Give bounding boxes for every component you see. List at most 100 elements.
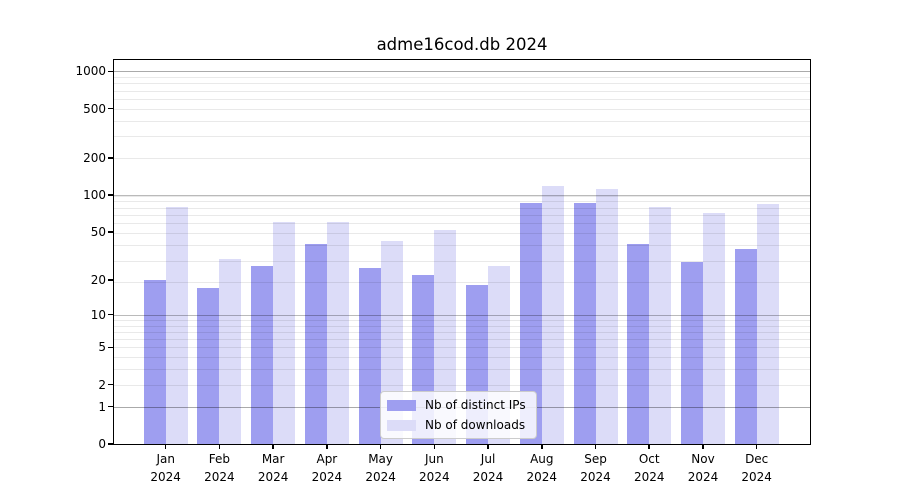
bar-distinct-ips-may [358, 268, 381, 444]
gridline-minor [114, 282, 810, 284]
bar-downloads-dec [756, 203, 779, 444]
bar-downloads-oct [649, 207, 672, 444]
gridline-minor [114, 136, 810, 138]
y-tick-mark [108, 107, 113, 110]
gridline-minor [114, 77, 810, 79]
y-tick-mark [108, 405, 113, 408]
x-tick-mark [379, 444, 382, 449]
x-tick-label-mar: Mar 2024 [257, 452, 289, 484]
x-tick-label-apr: Apr 2024 [311, 452, 343, 484]
gridline-minor [114, 339, 810, 340]
y-tick-label: 20 [90, 272, 106, 287]
gridline-minor [114, 207, 810, 209]
y-tick-label: 100 [83, 188, 106, 203]
y-tick-mark [108, 70, 113, 73]
gridline-minor [114, 214, 810, 216]
bar-distinct-ips-dec [734, 249, 757, 444]
gridline-minor [114, 319, 810, 321]
gridline-major [114, 71, 810, 73]
bar-distinct-ips-aug [519, 202, 542, 444]
gridline-minor [114, 71, 810, 73]
y-tick-mark [108, 346, 113, 349]
gridline-minor [114, 158, 810, 160]
x-tick-mark [433, 444, 436, 449]
x-tick-mark [326, 444, 328, 449]
bar-downloads-aug [541, 186, 564, 444]
y-tick-label: 200 [83, 150, 106, 165]
gridline-minor [114, 90, 810, 92]
y-tick-mark [108, 383, 113, 386]
bar-distinct-ips-mar [251, 266, 274, 444]
x-tick-label-dec: Dec 2024 [741, 452, 772, 484]
bar-distinct-ips-nov [680, 262, 703, 444]
gridline-minor [114, 108, 810, 110]
gridline-minor [114, 384, 810, 386]
bar-downloads-sep [595, 188, 618, 444]
x-tick-mark [648, 444, 650, 449]
legend-label-distinct-ips: Nb of distinct IPs [425, 398, 526, 412]
x-tick-mark [702, 444, 704, 449]
x-tick-label-aug: Aug 2024 [526, 452, 558, 484]
x-tick-label-jun: Jun 2024 [419, 452, 450, 484]
bar-downloads-jun [434, 229, 457, 444]
y-tick-label: 2 [98, 377, 106, 392]
x-tick-label-jan: Jan 2024 [150, 452, 181, 484]
legend-swatch-distinct-ips [387, 399, 416, 411]
gridline-minor [114, 260, 810, 262]
x-tick-mark [541, 444, 543, 449]
x-tick-label-jul: Jul 2024 [472, 452, 504, 484]
y-tick-mark [108, 279, 113, 281]
legend-item-distinct-ips: Nb of distinct IPs [387, 398, 526, 412]
gridline-minor [114, 195, 810, 197]
y-tick-label: 5 [98, 340, 106, 355]
gridline-minor [114, 83, 810, 85]
x-tick-mark [755, 444, 758, 449]
x-tick-mark [272, 444, 274, 449]
gridline-minor [114, 331, 810, 333]
x-tick-label-may: May 2024 [365, 452, 396, 484]
x-tick-mark [164, 444, 167, 449]
gridline-minor [114, 233, 810, 234]
legend: Nb of distinct IPs Nb of downloads [380, 391, 537, 439]
y-tick-label: 1000 [75, 64, 106, 79]
plot-area [113, 59, 811, 445]
x-tick-mark [218, 444, 221, 449]
gridline-minor [114, 223, 810, 225]
y-tick-label: 1 [98, 399, 106, 414]
y-tick-mark [108, 157, 113, 159]
bar-downloads-mar [273, 222, 296, 444]
legend-swatch-downloads [387, 419, 416, 431]
gridline-minor [114, 347, 810, 349]
gridline-major [114, 195, 810, 197]
x-tick-mark [594, 444, 597, 449]
legend-item-downloads: Nb of downloads [387, 418, 526, 432]
y-tick-label: 500 [83, 101, 106, 116]
bar-downloads-apr [326, 222, 349, 444]
bar-downloads-nov [702, 212, 725, 444]
bar-distinct-ips-oct [627, 243, 650, 444]
y-tick-mark [108, 194, 113, 196]
bar-distinct-ips-sep [573, 202, 596, 444]
gridline-major [114, 314, 810, 316]
bar-distinct-ips-jan [143, 279, 166, 444]
x-tick-label-nov: Nov 2024 [687, 452, 719, 484]
y-tick-mark [108, 231, 113, 233]
x-tick-label-sep: Sep 2024 [580, 452, 611, 484]
bar-downloads-jan [165, 207, 188, 444]
chart-title: adme16cod.db 2024 [376, 35, 548, 54]
y-tick-label: 50 [90, 224, 106, 239]
legend-label-downloads: Nb of downloads [425, 418, 526, 432]
gridline-minor [114, 325, 810, 327]
gridline-minor [114, 357, 810, 359]
y-tick-label: 10 [90, 307, 106, 322]
gridline-minor [114, 245, 810, 246]
gridline-minor [114, 201, 810, 203]
y-tick-mark [108, 443, 113, 445]
gridline-minor [114, 99, 810, 100]
x-tick-label-feb: Feb 2024 [204, 452, 235, 484]
bar-distinct-ips-feb [197, 288, 220, 444]
bar-downloads-feb [219, 258, 242, 444]
x-tick-mark [487, 444, 489, 449]
gridlines-layer [114, 60, 810, 444]
bar-distinct-ips-apr [304, 243, 327, 444]
